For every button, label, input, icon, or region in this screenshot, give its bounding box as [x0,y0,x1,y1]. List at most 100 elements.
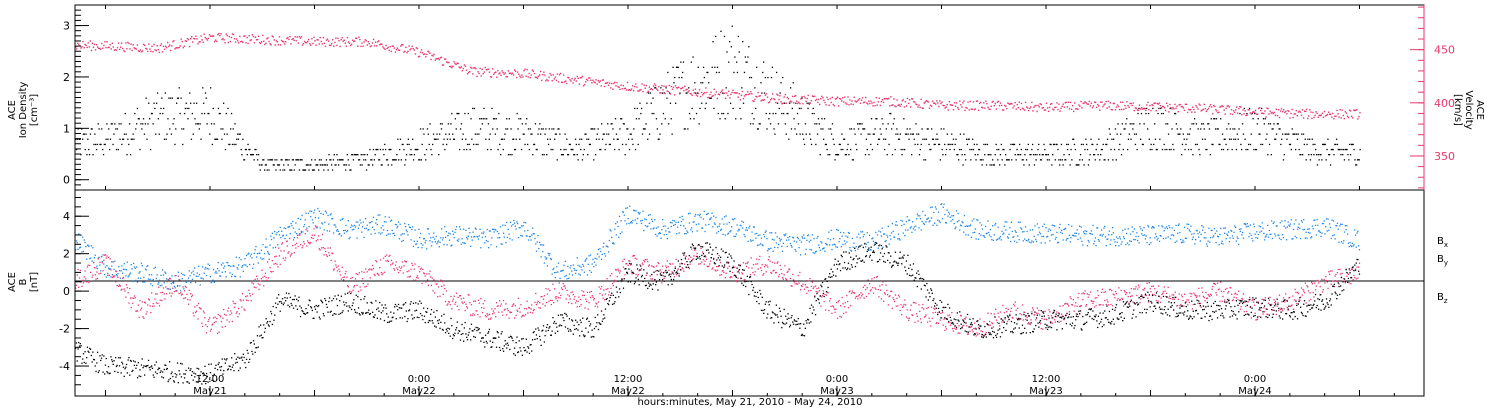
density-point [459,128,462,130]
by-point [901,224,903,227]
bz-point [147,304,149,306]
by-point [1136,232,1138,234]
velocity-point [291,38,293,41]
by-point [369,221,371,224]
density-point [587,138,590,140]
velocity-point [477,71,479,73]
velocity-point [1069,101,1072,104]
density-point [124,112,126,115]
density-point [1141,143,1144,146]
by-point [415,243,418,245]
bz-point [415,279,417,281]
by-point [154,266,157,268]
velocity-point [207,37,210,40]
by-point [272,247,274,249]
velocity-point [1243,113,1245,115]
by-point [347,220,349,222]
by-point [568,277,570,279]
density-point [915,123,917,125]
by-point [1257,233,1259,236]
bz-point [310,241,312,244]
by-point [909,227,911,229]
velocity-point [384,48,386,51]
density-point [1170,148,1172,151]
bz-point [176,285,179,287]
velocity-point [763,98,766,101]
by-point [495,229,497,231]
velocity-point [670,85,672,88]
by-point [173,282,175,284]
by-point [582,263,584,266]
density-point [1261,107,1263,110]
density-point [459,148,461,151]
density-point [1197,128,1199,130]
velocity-point [1306,108,1308,111]
density-point [833,143,835,146]
density-point [828,128,830,130]
by-point [310,210,313,212]
by-point [1075,235,1077,237]
velocity-point [862,101,865,104]
density-point [343,164,345,166]
density-point [663,92,665,94]
density-point [1187,133,1189,135]
density-point [178,87,180,89]
density-point [449,138,451,140]
velocity-point [908,99,911,101]
by-point [635,210,637,212]
bz-point [270,271,273,273]
by-point [377,214,379,216]
velocity-point [805,100,807,102]
density-point [813,112,815,115]
velocity-point [311,38,313,40]
density-point [250,154,253,156]
bz-point [257,283,259,285]
velocity-point [175,47,177,49]
bz-point [347,286,349,288]
velocity-point [769,99,772,101]
velocity-point [1032,110,1034,112]
by-point [1198,231,1201,233]
by-point [1261,222,1263,224]
by-point [704,230,706,233]
velocity-point [186,37,189,40]
velocity-point [1335,115,1337,117]
velocity-point [1271,111,1273,114]
by-point [1036,223,1038,225]
density-point [1066,148,1069,151]
velocity-point [391,45,393,47]
by-point [600,258,603,260]
by-point [1042,225,1044,227]
velocity-point [685,89,687,91]
by-point [1046,236,1048,238]
by-point [926,218,928,220]
density-point [324,164,326,166]
velocity-point [365,40,367,42]
by-point [1339,225,1341,227]
velocity-point [394,51,397,53]
by-point [373,229,375,231]
velocity-point [659,92,661,94]
density-point [453,138,456,140]
bz-point [478,302,480,304]
density-point [624,154,626,156]
by-point [111,265,113,267]
by-point [195,275,197,277]
by-point [656,235,658,237]
by-point [1227,234,1229,236]
bz-point [351,276,353,279]
density-point [900,148,902,151]
by-point [617,225,619,228]
density-point [720,30,722,32]
by-point [1213,227,1216,230]
density-point [882,123,884,125]
by-point [1021,228,1023,230]
by-point [426,228,429,230]
density-point [678,76,680,79]
by-point [575,272,577,274]
density-point [636,107,638,110]
bz-point [221,326,223,328]
velocity-point [735,92,737,94]
by-point [747,240,749,243]
density-point [143,133,146,135]
